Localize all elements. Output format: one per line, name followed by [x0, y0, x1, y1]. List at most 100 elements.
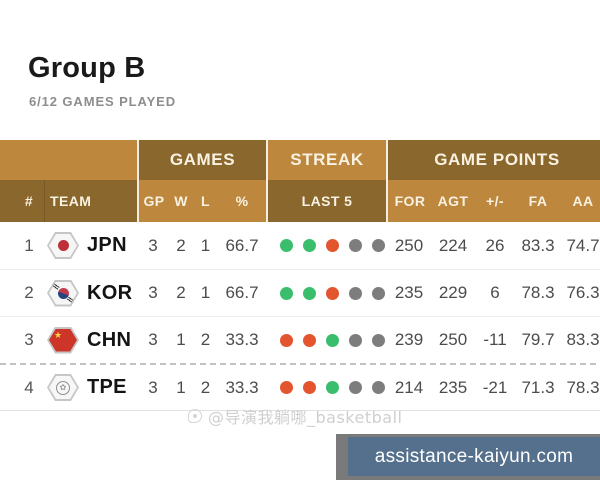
streak-dot-none — [372, 381, 385, 394]
aa-value: 83.3 — [566, 330, 600, 349]
rank-value: 1 — [24, 235, 34, 255]
team-code: JPN — [87, 234, 127, 256]
column-header-agt: AGT — [432, 180, 474, 222]
column-header-last5: LAST 5 — [266, 180, 386, 222]
streak-dot-win — [326, 333, 339, 347]
wins-value: 1 — [176, 330, 186, 349]
watermark-text: @导演我躺哪_basketball — [208, 408, 403, 427]
losses-value: 2 — [200, 377, 211, 397]
fa-value: 83.3 — [521, 235, 555, 255]
table-row: 1 JPN 3 2 1 66.7 250 224 26 83.3 74.7 — [0, 222, 600, 269]
streak-dot-win — [280, 239, 293, 252]
watermark: @导演我躺哪_basketball — [188, 404, 402, 428]
column-header-for: FOR — [386, 180, 432, 222]
kor-flag-icon — [47, 279, 79, 307]
for-value: 214 — [394, 377, 424, 397]
column-header-gp: GP — [137, 180, 169, 222]
streak-last5 — [266, 286, 386, 300]
url-banner: assistance-kaiyun.com — [336, 434, 600, 480]
page-title: Group B — [28, 52, 146, 84]
plus-minus-value: -11 — [483, 330, 507, 349]
streak-dot-none — [372, 239, 385, 252]
team-code: TPE — [87, 376, 127, 398]
gp-value: 3 — [148, 330, 158, 349]
agt-value: 229 — [438, 283, 468, 302]
streak-dot-win — [326, 381, 339, 394]
gp-value: 3 — [148, 283, 158, 302]
streak-dot-win — [303, 239, 316, 252]
streak-dot-loss — [326, 239, 339, 252]
rank-value: 2 — [24, 283, 34, 302]
weibo-icon — [188, 409, 202, 423]
gp-value: 3 — [148, 377, 158, 397]
fa-value: 71.3 — [521, 377, 555, 397]
pct-value: 66.7 — [225, 283, 259, 302]
for-value: 239 — [394, 330, 424, 349]
table-bottom-divider — [0, 410, 600, 411]
jpn-flag-icon — [47, 232, 79, 259]
wins-value: 1 — [176, 377, 186, 397]
column-header-fa: FA — [516, 180, 560, 222]
section-games: GAMES — [137, 140, 266, 180]
table-row: 3 CHN 3 1 2 33.3 239 250 -11 79.7 83.3 — [0, 316, 600, 363]
section-game-points: GAME POINTS — [386, 140, 600, 180]
wins-value: 2 — [176, 283, 186, 302]
rank-value: 3 — [24, 330, 34, 349]
streak-dot-loss — [280, 381, 293, 394]
team-code: KOR — [87, 281, 133, 304]
table-column-header: # TEAM GP W L % LAST 5 FOR AGT +/- FA AA — [0, 180, 600, 222]
streak-dot-win — [280, 286, 293, 300]
column-header-aa: AA — [560, 180, 600, 222]
team-cell: JPN — [44, 232, 137, 259]
aa-value: 74.7 — [566, 235, 600, 255]
streak-dot-none — [372, 333, 385, 347]
wins-value: 2 — [176, 235, 186, 255]
losses-value: 2 — [200, 330, 211, 349]
fa-value: 78.3 — [521, 283, 555, 302]
streak-dot-loss — [303, 381, 316, 394]
agt-value: 250 — [438, 330, 468, 349]
plus-minus-value: 6 — [490, 283, 500, 302]
table-row: 4 TPE 3 1 2 33.3 214 235 -21 71.3 78.3 — [0, 363, 600, 410]
standings-table: GAMES STREAK GAME POINTS # TEAM GP W L %… — [0, 140, 600, 411]
streak-last5 — [266, 333, 386, 347]
agt-value: 235 — [438, 377, 468, 397]
streak-dot-none — [349, 381, 362, 394]
table-section-header: GAMES STREAK GAME POINTS — [0, 140, 600, 180]
column-header-w: W — [169, 180, 193, 222]
losses-value: 1 — [200, 283, 211, 302]
section-streak: STREAK — [266, 140, 386, 180]
losses-value: 1 — [200, 235, 211, 255]
for-value: 235 — [394, 283, 424, 302]
pct-value: 33.3 — [225, 377, 259, 397]
section-blank — [0, 140, 137, 180]
gp-value: 3 — [148, 235, 158, 255]
column-header-l: L — [193, 180, 218, 222]
streak-dot-none — [372, 286, 385, 300]
fa-value: 79.7 — [521, 330, 555, 349]
pct-value: 66.7 — [225, 235, 259, 255]
streak-dot-loss — [280, 333, 293, 347]
streak-last5 — [266, 239, 386, 252]
chn-flag-icon — [47, 326, 79, 354]
column-header-plus-minus: +/- — [474, 180, 516, 222]
url-banner-link[interactable]: assistance-kaiyun.com — [348, 437, 600, 476]
team-cell: TPE — [44, 374, 137, 401]
plus-minus-value: -21 — [482, 377, 508, 397]
tpe-flag-icon — [47, 374, 79, 401]
games-played-subtitle: 6/12 GAMES PLAYED — [29, 94, 177, 109]
streak-dot-win — [303, 286, 316, 300]
streak-dot-none — [349, 333, 362, 347]
column-header-rank: # — [0, 180, 44, 222]
plus-minus-value: 26 — [485, 235, 505, 255]
team-cell: KOR — [44, 279, 137, 307]
team-code: CHN — [87, 328, 132, 351]
column-header-team: TEAM — [44, 180, 137, 222]
streak-dot-loss — [303, 333, 316, 347]
team-cell: CHN — [44, 326, 137, 354]
table-row: 2 KOR 3 2 1 66.7 235 229 6 78.3 76.3 — [0, 269, 600, 316]
streak-last5 — [266, 381, 386, 394]
streak-dot-loss — [326, 286, 339, 300]
streak-dot-none — [349, 239, 362, 252]
